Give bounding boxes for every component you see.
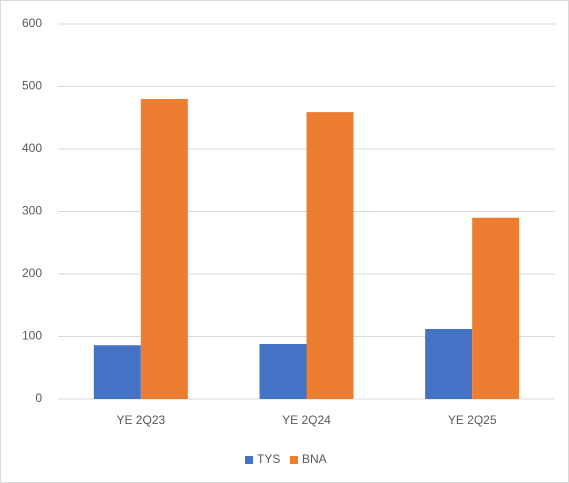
y-tick-label: 500: [22, 79, 42, 93]
x-tick-label: YE 2Q23: [116, 413, 165, 427]
legend-swatch: [245, 456, 253, 464]
x-tick-label: YE 2Q25: [448, 413, 497, 427]
legend-label: BNA: [302, 452, 327, 466]
y-tick-label: 600: [22, 16, 42, 30]
y-tick-label: 300: [22, 204, 42, 218]
y-tick-label: 400: [22, 141, 42, 155]
bar: [259, 344, 307, 399]
x-tick-label: YE 2Q24: [282, 413, 331, 427]
legend-swatch: [290, 456, 298, 464]
y-tick-label: 0: [35, 391, 42, 405]
legend-label: TYS: [257, 452, 280, 466]
bar: [93, 345, 141, 399]
bar: [306, 112, 354, 399]
bar: [140, 99, 188, 399]
bar: [425, 329, 473, 399]
y-tick-label: 200: [22, 266, 42, 280]
y-tick-label: 100: [22, 329, 42, 343]
bar: [472, 217, 520, 399]
